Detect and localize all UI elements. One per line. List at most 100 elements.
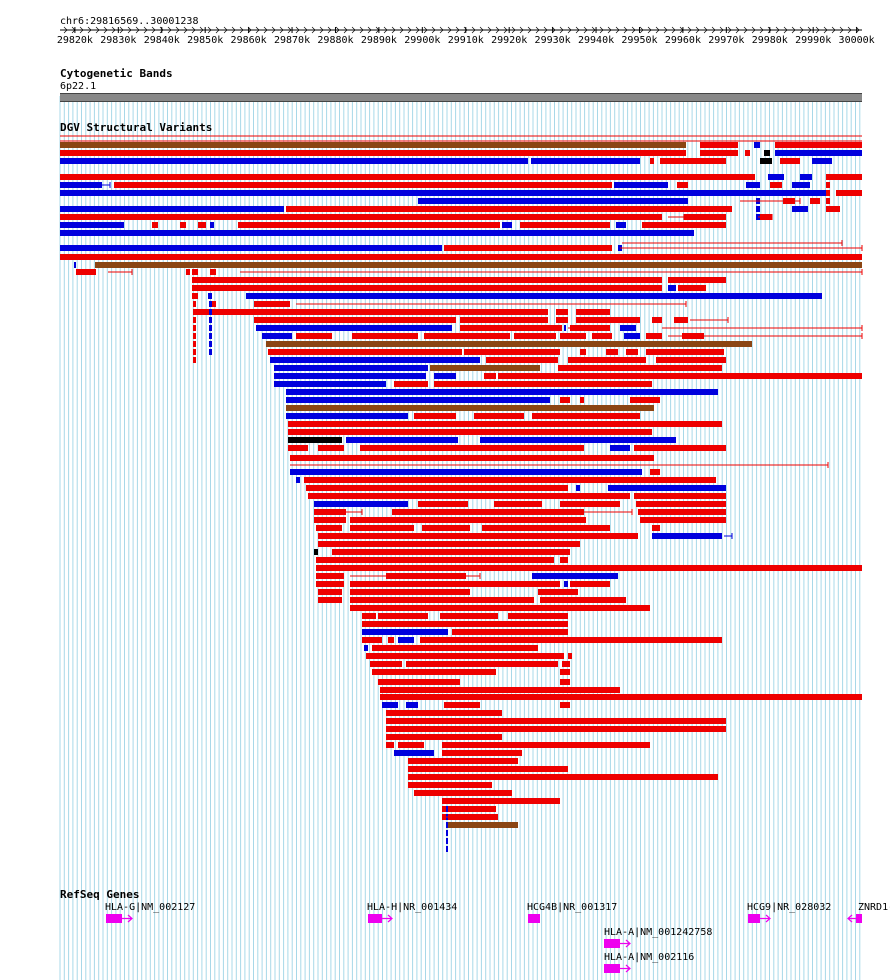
variant-marker [826, 206, 830, 212]
variant-bar [274, 381, 386, 387]
ruler-arrow [775, 26, 780, 34]
variant-bar [256, 325, 452, 331]
ruler-arrow [447, 26, 452, 34]
variant-bar [314, 517, 346, 523]
ruler-arrow [271, 26, 276, 34]
variant-bar [498, 373, 862, 379]
variant-bar [770, 182, 782, 188]
variant-bar [60, 230, 694, 236]
variant-bar [775, 150, 862, 156]
variant-marker [193, 277, 196, 283]
ruler-tick-label: 29950k [621, 35, 657, 46]
ruler-arrow [255, 26, 260, 34]
ruler-arrow [847, 26, 852, 34]
variant-bar [430, 365, 540, 371]
ruler-arrow [623, 26, 628, 34]
variant-bar [318, 589, 342, 595]
variant-bar [642, 222, 726, 228]
variant-bar [486, 357, 558, 363]
gene-label-hcg9: HCG9|NR_028032 [747, 902, 832, 913]
variant-bar [700, 150, 738, 156]
variant-bar [350, 605, 650, 611]
variant-bar [434, 373, 456, 379]
ruler-arrow [135, 26, 140, 34]
ruler-arrow [831, 26, 836, 34]
variant-bar [636, 501, 726, 507]
variant-bar [560, 669, 570, 675]
ruler-arrow [735, 26, 740, 34]
cytoband-bar[interactable] [60, 93, 862, 102]
variant-marker [193, 325, 196, 331]
ruler-arrow [295, 26, 300, 34]
ruler-arrow [407, 26, 412, 34]
ruler-arrow [767, 26, 772, 34]
ruler-arrow [703, 26, 708, 34]
ruler-arrow [151, 26, 156, 34]
variant-bar [448, 822, 518, 828]
ruler-arrow [167, 26, 172, 34]
ruler-arrow [687, 26, 692, 34]
ruler-arrow [367, 26, 372, 34]
variant-bar [424, 333, 510, 339]
variant-bar [350, 517, 586, 523]
variant-bar [608, 485, 726, 491]
ruler-tick-label: 29830k [100, 35, 136, 46]
ruler-arrow [119, 26, 124, 34]
variant-bar [60, 174, 755, 180]
gene-label-hla-h: HLA-H|NR_001434 [367, 902, 458, 913]
variant-bar [314, 549, 318, 555]
ruler-arrow [759, 26, 764, 34]
variant-bar [366, 653, 564, 659]
variant-bar [677, 182, 688, 188]
variant-bar [60, 254, 862, 260]
variant-bar [114, 182, 612, 188]
variant-bar [386, 742, 394, 748]
variant-marker [826, 190, 830, 196]
ruler-arrow [583, 26, 588, 34]
ruler-arrow [351, 26, 356, 34]
ruler-arrow [279, 26, 284, 34]
ruler-arrow [711, 26, 716, 34]
variant-bar [532, 573, 618, 579]
variant-bar [560, 679, 570, 685]
variant-marker [193, 333, 196, 339]
gene-hla-g-arrow [122, 914, 133, 923]
ruler-arrow [455, 26, 460, 34]
variant-bar [192, 269, 198, 275]
variant-bar [792, 206, 808, 212]
gene-hcg4b [528, 914, 540, 923]
ruler-arrow [631, 26, 636, 34]
ruler-arrow [487, 26, 492, 34]
variant-bar [442, 814, 498, 820]
ruler-arrow [215, 26, 220, 34]
variant-bar [254, 317, 456, 323]
variant-bar [576, 309, 610, 315]
variant-bar [674, 317, 688, 323]
ruler-arrow [471, 26, 476, 34]
variant-bar [568, 653, 572, 659]
variant-bar [792, 182, 810, 188]
ruler[interactable]: 29820k 29830k 29840k 29850k 29860k 29870k 2988… [0, 22, 890, 72]
ruler-arrow [647, 26, 652, 34]
dgv-track-title: DGV Structural Variants [60, 121, 213, 134]
variant-bar [386, 718, 726, 724]
ruler-arrow [607, 26, 612, 34]
variant-bar [290, 455, 654, 461]
variant-bar [464, 349, 560, 355]
variant-marker [209, 349, 212, 355]
variant-bar [296, 477, 300, 483]
variant-bar [422, 525, 470, 531]
ruler-arrow [663, 26, 668, 34]
variant-bar [812, 158, 832, 164]
variant-bar [268, 349, 462, 355]
variant-bar [60, 142, 686, 148]
variant-bar [286, 389, 718, 395]
variant-bar [286, 397, 550, 403]
variant-marker [193, 309, 196, 315]
variant-bar [386, 573, 466, 579]
variant-bar [398, 742, 424, 748]
ruler-arrow [599, 26, 604, 34]
variant-bar [440, 613, 498, 619]
